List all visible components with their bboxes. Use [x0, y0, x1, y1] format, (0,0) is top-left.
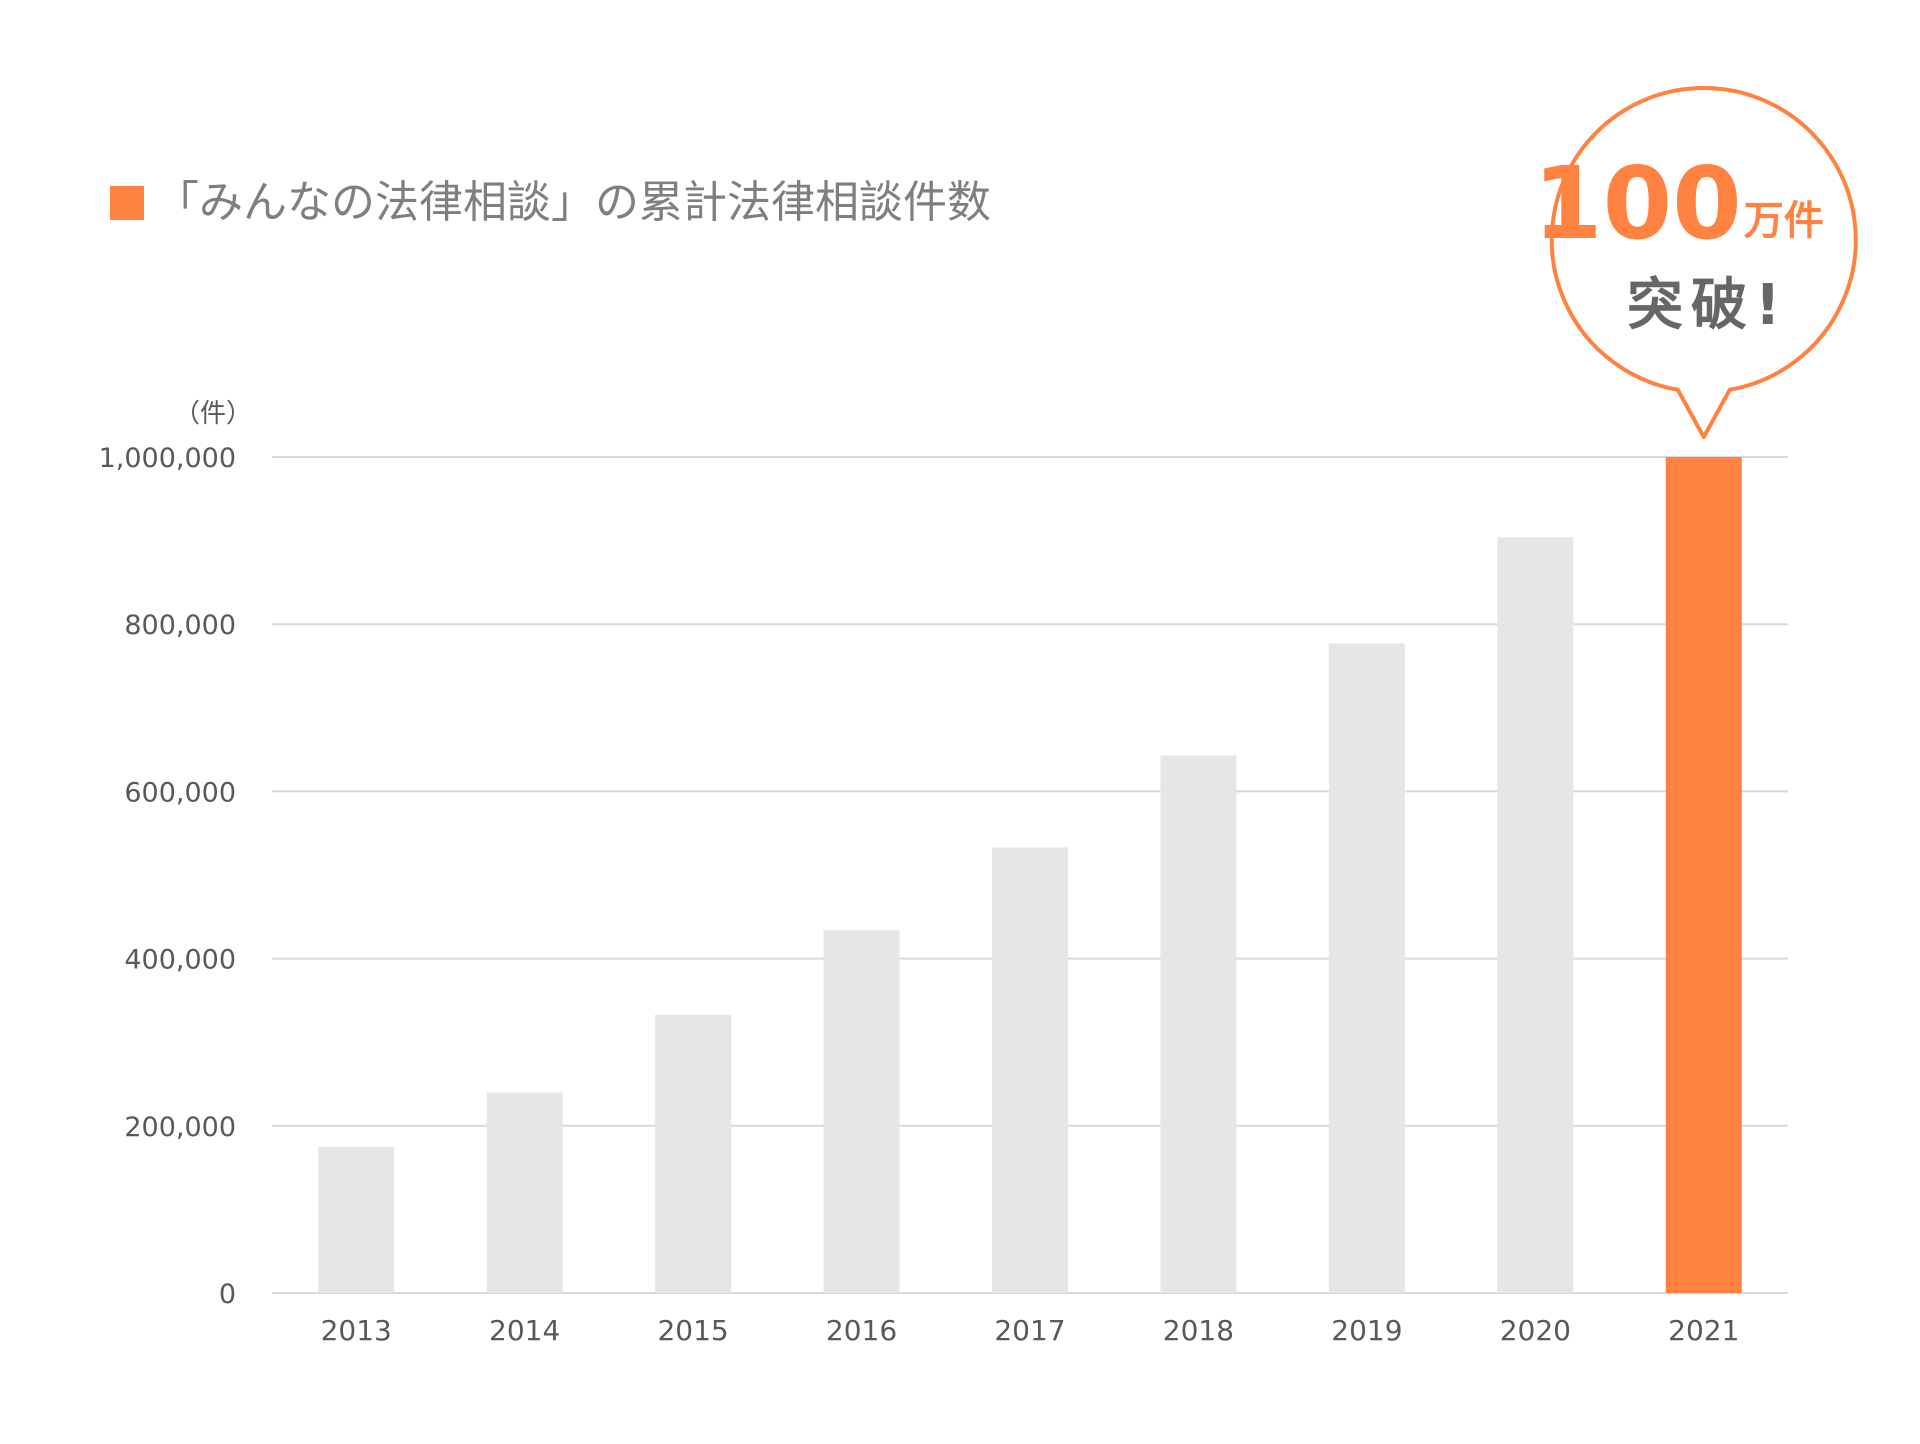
legend-swatch [110, 186, 144, 220]
callout-number: 100 [1533, 145, 1742, 262]
y-tick-label: 400,000 [124, 945, 236, 976]
y-tick-label: 0 [219, 1279, 236, 1310]
x-tick-label: 2019 [1331, 1314, 1402, 1347]
x-tick-label: 2014 [489, 1314, 560, 1347]
bar [823, 930, 900, 1293]
bar [318, 1146, 395, 1293]
x-tick-label: 2017 [994, 1314, 1065, 1347]
y-tick-label: 1,000,000 [99, 443, 236, 474]
x-tick-label: 2013 [321, 1314, 392, 1347]
x-axis-ticks: 2013 2014 2015 2016 2017 2018 2019 2020 2021 [321, 1314, 1740, 1347]
bar [992, 847, 1068, 1293]
bar [486, 1092, 563, 1293]
bar [655, 1014, 732, 1293]
x-tick-label: 2016 [826, 1314, 897, 1347]
chart-title: 「みんなの法律相談」の累計法律相談件数 [155, 177, 991, 228]
bar-highlight [1665, 457, 1742, 1293]
y-tick-label: 200,000 [124, 1112, 236, 1143]
x-tick-label: 2021 [1668, 1314, 1739, 1347]
y-axis-ticks: 0 200,000 400,000 600,000 800,000 1,000,000 [99, 443, 236, 1310]
callout-bubble [1549, 86, 1858, 439]
y-axis-unit-label: （件） [174, 399, 252, 429]
callout-unit: 万件 [1744, 198, 1824, 244]
x-tick-label: 2018 [1163, 1314, 1234, 1347]
bar [1328, 643, 1405, 1293]
bar [1497, 537, 1574, 1293]
x-tick-label: 2015 [657, 1314, 728, 1347]
milestone-callout: 100 万件 突破! [1533, 86, 1858, 439]
bars [318, 457, 1742, 1293]
y-tick-label: 600,000 [124, 777, 236, 808]
bar [1160, 755, 1237, 1293]
y-tick-label: 800,000 [124, 610, 236, 641]
callout-line2: 突破! [1627, 273, 1789, 338]
x-tick-label: 2020 [1500, 1314, 1571, 1347]
